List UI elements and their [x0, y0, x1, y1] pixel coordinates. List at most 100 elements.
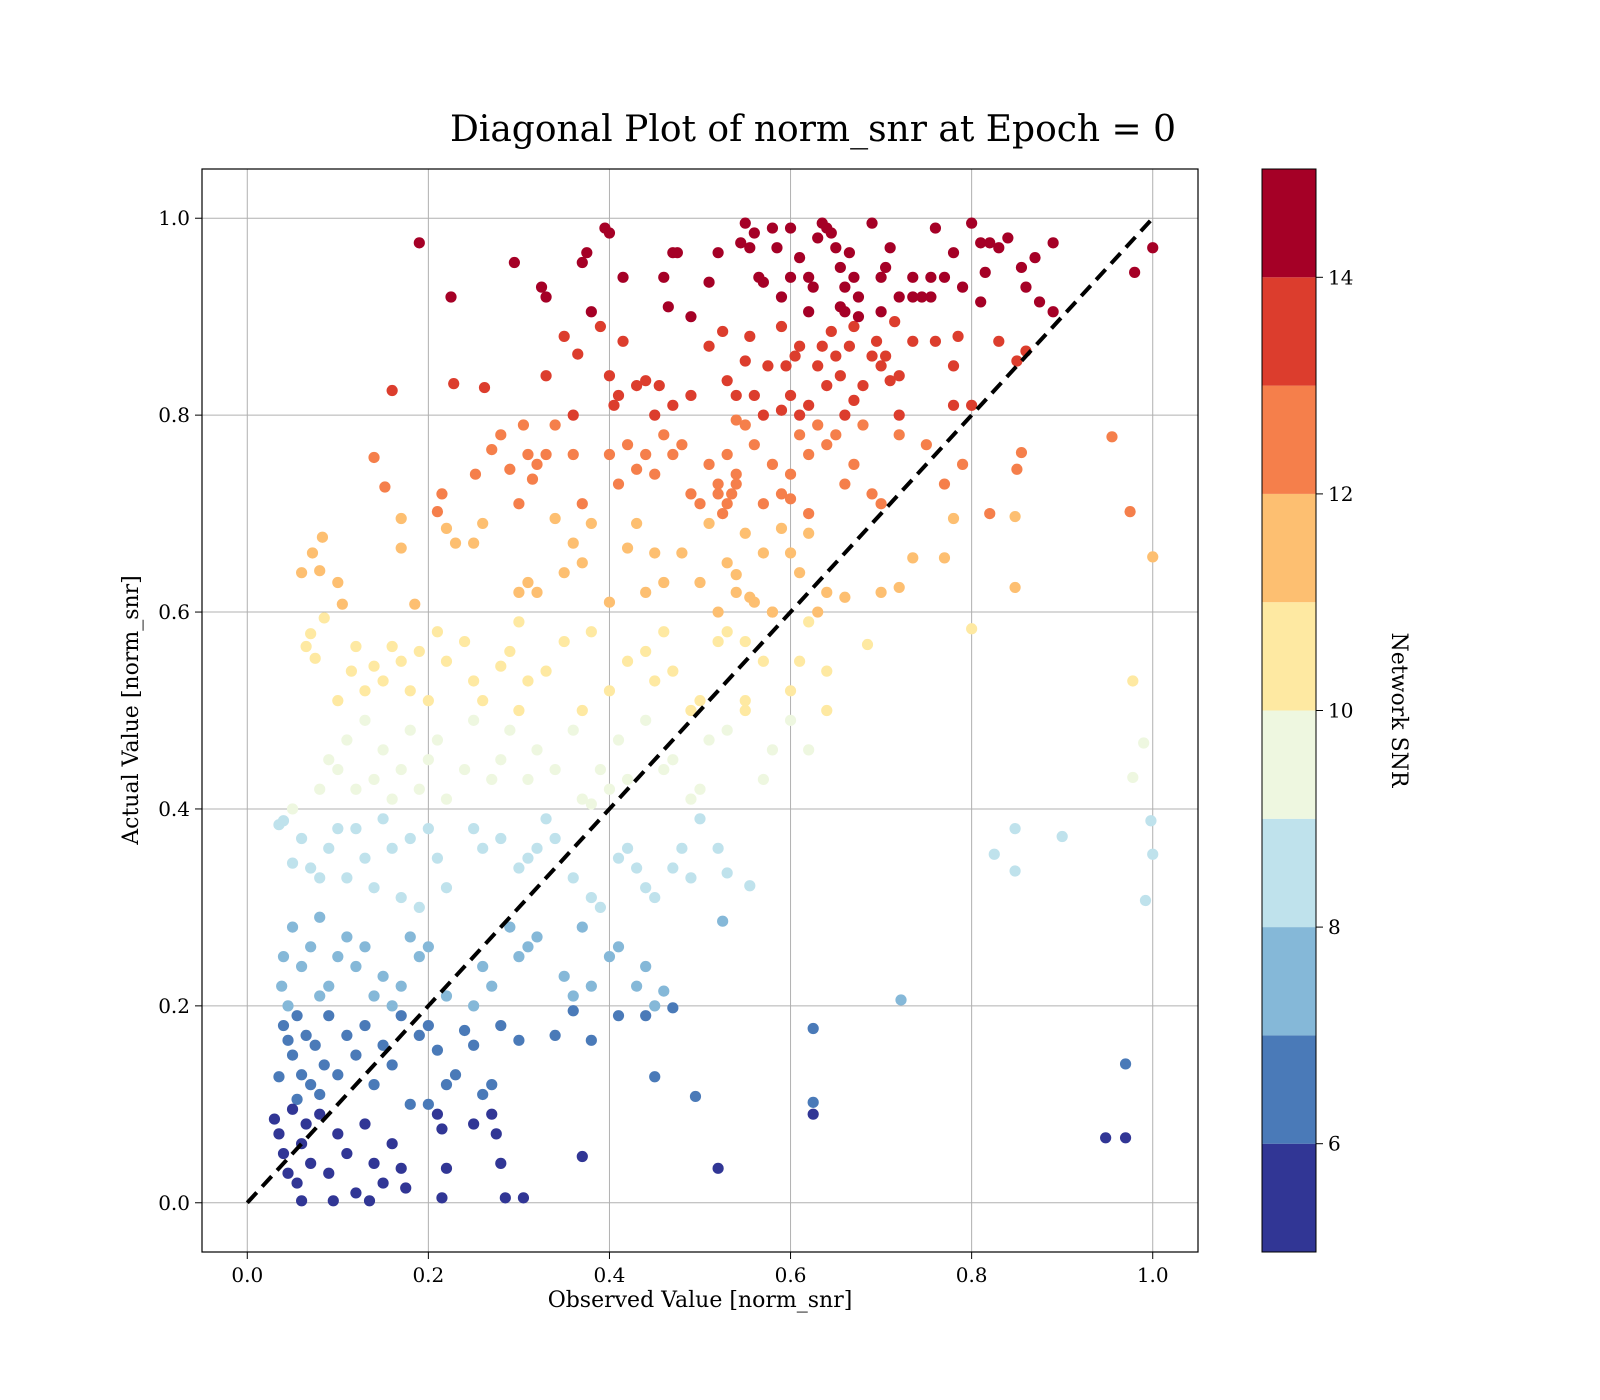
data-point [404, 832, 416, 845]
data-point [658, 626, 670, 638]
data-point [925, 291, 937, 303]
data-point [685, 389, 697, 402]
data-point [400, 1182, 412, 1194]
data-point [640, 645, 652, 658]
data-point [640, 714, 652, 726]
data-point [1029, 252, 1041, 264]
data-point [531, 586, 543, 598]
data-point [522, 773, 534, 786]
data-point [422, 941, 434, 953]
data-point [368, 773, 380, 786]
data-point [834, 370, 846, 382]
data-point [875, 360, 887, 372]
data-point [363, 1195, 376, 1207]
data-point [458, 1024, 471, 1037]
data-point [852, 291, 865, 303]
data-point [594, 320, 607, 333]
data-point [499, 1192, 511, 1204]
data-point [368, 1079, 380, 1091]
data-point [576, 793, 588, 805]
data-point [780, 360, 792, 372]
data-point [359, 685, 371, 697]
data-point [368, 660, 380, 672]
x-axis-label: Observed Value [norm_snr] [548, 1288, 853, 1313]
data-point [567, 724, 579, 736]
data-point [327, 1195, 339, 1207]
data-point [332, 695, 344, 707]
data-point [522, 941, 534, 953]
data-point [296, 1195, 308, 1207]
data-point [468, 1118, 480, 1130]
data-point [694, 783, 706, 795]
data-point [839, 281, 851, 293]
data-point [667, 665, 679, 677]
data-point [812, 360, 824, 372]
data-point [1009, 823, 1021, 835]
data-point [744, 242, 756, 254]
data-point [1106, 431, 1118, 443]
data-point [803, 448, 815, 461]
data-point [377, 675, 389, 687]
data-point [449, 1069, 462, 1081]
data-point [1047, 306, 1059, 318]
y-tick-label: 0.4 [158, 797, 190, 821]
data-point [395, 655, 407, 667]
data-point [296, 567, 308, 579]
data-point [608, 399, 620, 411]
data-point [422, 754, 434, 766]
data-point [477, 1088, 489, 1101]
data-point [486, 443, 498, 456]
data-point [775, 320, 788, 333]
data-point [621, 773, 634, 786]
data-point [762, 360, 774, 372]
data-point [386, 793, 398, 805]
data-point [440, 990, 453, 1002]
data-point [717, 325, 729, 338]
data-point [1139, 894, 1152, 907]
data-point [649, 468, 661, 480]
data-point [1124, 506, 1136, 518]
data-point [277, 1147, 290, 1160]
data-point [1147, 551, 1159, 563]
data-point [784, 493, 797, 505]
data-point [812, 419, 824, 431]
data-point [440, 1079, 453, 1091]
data-point [694, 498, 706, 510]
data-point [735, 237, 747, 249]
data-point [938, 552, 951, 564]
data-point [377, 1039, 389, 1051]
data-point [522, 675, 534, 687]
data-point [907, 552, 919, 564]
data-point [866, 488, 878, 500]
data-point [413, 1029, 425, 1041]
data-point [336, 598, 348, 610]
data-point [757, 547, 769, 559]
data-point [748, 439, 760, 451]
grid-lines [202, 169, 1198, 1252]
data-point [1119, 1132, 1132, 1144]
plot-frame [201, 168, 1199, 1253]
data-point [975, 296, 987, 308]
data-point [730, 389, 742, 402]
data-point [870, 335, 883, 347]
data-point [431, 506, 444, 518]
data-point [612, 852, 625, 864]
data-point [812, 232, 824, 244]
data-point [558, 635, 570, 648]
data-point [766, 458, 779, 470]
data-point [431, 852, 444, 864]
data-point [821, 380, 833, 392]
data-point [866, 217, 878, 229]
data-point [631, 980, 643, 992]
data-point [966, 623, 978, 635]
data-point [422, 1019, 434, 1032]
data-point [567, 448, 579, 461]
data-point [468, 1039, 480, 1051]
data-point [395, 980, 407, 992]
data-point [803, 399, 815, 411]
data-point [286, 921, 299, 933]
data-point [739, 704, 751, 717]
data-point [938, 478, 951, 490]
data-point [603, 783, 616, 795]
data-point [540, 448, 552, 461]
